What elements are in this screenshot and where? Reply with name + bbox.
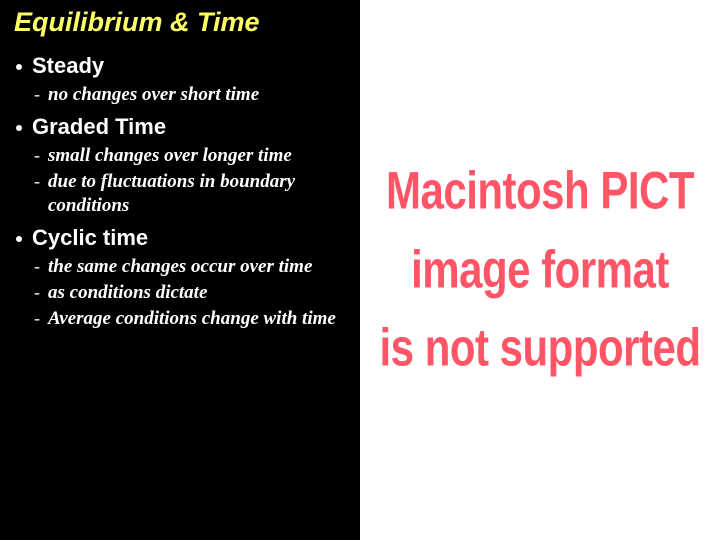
bullet-row: Cyclic time xyxy=(14,224,348,252)
sub-text: due to fluctuations in boundary conditio… xyxy=(48,170,348,218)
sub-item: - no changes over short time xyxy=(34,83,348,107)
pict-error-line: image format xyxy=(411,237,669,303)
pict-error-line: Macintosh PICT xyxy=(386,159,694,225)
sub-list: - the same changes occur over time - as … xyxy=(34,255,348,330)
sub-text: Average conditions change with time xyxy=(48,307,336,331)
dash-icon: - xyxy=(34,144,40,167)
main-label: Steady xyxy=(32,52,104,80)
sub-list: - small changes over longer time - due t… xyxy=(34,144,348,217)
sub-text: small changes over longer time xyxy=(48,144,292,168)
list-item: Graded Time - small changes over longer … xyxy=(14,113,348,218)
main-label: Graded Time xyxy=(32,113,166,141)
list-item: Steady - no changes over short time xyxy=(14,52,348,107)
bullet-row: Graded Time xyxy=(14,113,348,141)
sub-item: - Average conditions change with time xyxy=(34,307,348,331)
sub-text: the same changes occur over time xyxy=(48,255,312,279)
pict-error-line: is not supported xyxy=(380,316,701,382)
bullet-row: Steady xyxy=(14,52,348,80)
slide-content-panel: Equilibrium & Time Steady - no changes o… xyxy=(0,0,360,540)
sub-text: as conditions dictate xyxy=(48,281,207,305)
sub-item: - due to fluctuations in boundary condit… xyxy=(34,170,348,218)
dash-icon: - xyxy=(34,281,40,304)
sub-item: - the same changes occur over time xyxy=(34,255,348,279)
dash-icon: - xyxy=(34,83,40,106)
slide-title: Equilibrium & Time xyxy=(14,8,348,38)
dash-icon: - xyxy=(34,170,40,193)
pict-placeholder-panel: Macintosh PICT image format is not suppo… xyxy=(360,0,720,540)
sub-item: - as conditions dictate xyxy=(34,281,348,305)
bullet-icon xyxy=(16,125,22,131)
bullet-icon xyxy=(16,64,22,70)
sub-text: no changes over short time xyxy=(48,83,259,107)
bullet-icon xyxy=(16,236,22,242)
dash-icon: - xyxy=(34,255,40,278)
list-item: Cyclic time - the same changes occur ove… xyxy=(14,224,348,331)
sub-list: - no changes over short time xyxy=(34,83,348,107)
main-list: Steady - no changes over short time Grad… xyxy=(14,52,348,331)
dash-icon: - xyxy=(34,307,40,330)
sub-item: - small changes over longer time xyxy=(34,144,348,168)
main-label: Cyclic time xyxy=(32,224,148,252)
